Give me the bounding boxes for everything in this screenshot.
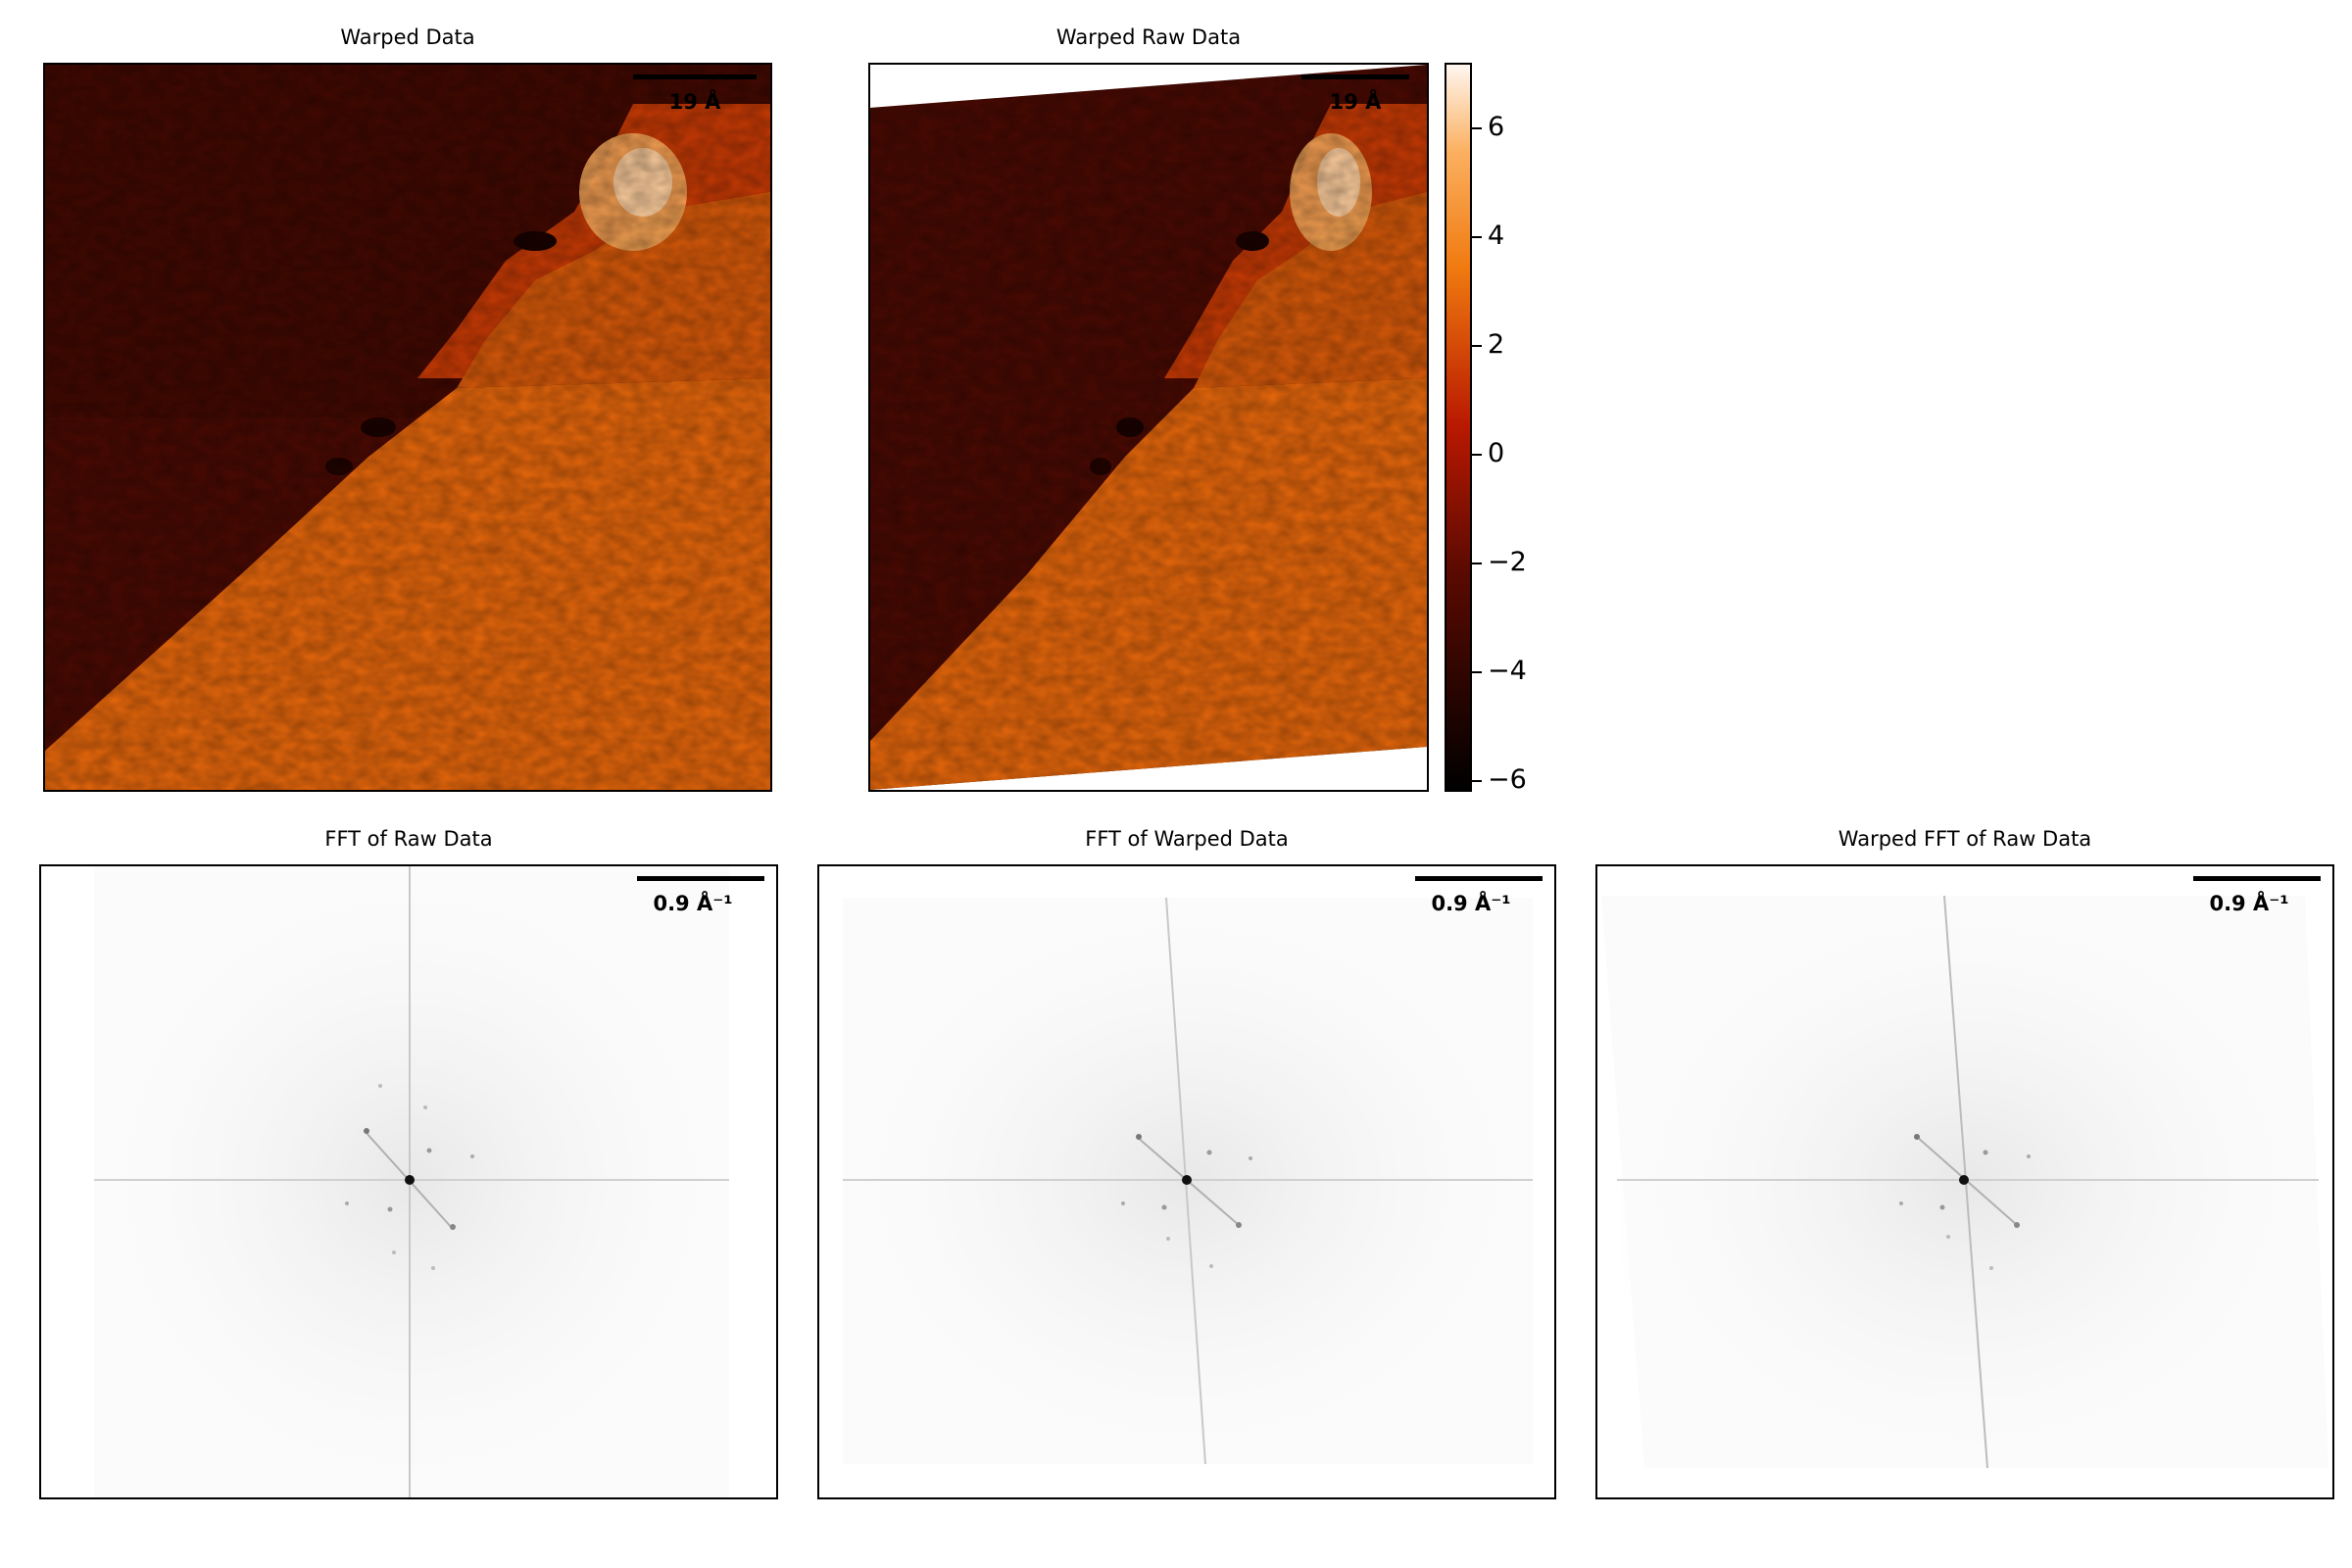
fft-warped-image xyxy=(843,897,1533,1465)
colorbar-tick xyxy=(1472,670,1482,673)
scale-bar-label: 0.9 Å⁻¹ xyxy=(2209,892,2289,915)
image-fft-warped: 0.9 Å⁻¹ xyxy=(817,864,1556,1499)
colorbar-tick xyxy=(1472,562,1482,564)
colorbar-tick-label: 6 xyxy=(1488,111,1505,142)
scale-bar xyxy=(2193,876,2321,881)
image-warped-data: 19 Å xyxy=(43,63,772,792)
colorbar-tick-label: −2 xyxy=(1488,546,1527,577)
image-warped-fft-raw: 0.9 Å⁻¹ xyxy=(1595,864,2334,1499)
warped-fft-raw-image xyxy=(1601,895,2328,1469)
panel-title-fft-raw: FFT of Raw Data xyxy=(324,827,493,851)
panel-title-warped-fft-raw: Warped FFT of Raw Data xyxy=(1838,827,2092,851)
colorbar-tick xyxy=(1472,453,1482,456)
colorbar-tick-label: 4 xyxy=(1488,220,1505,251)
warped-data-heatmap xyxy=(45,65,770,790)
colorbar-tick-label: −6 xyxy=(1488,763,1527,795)
scale-bar-label: 19 Å xyxy=(1329,90,1382,114)
colorbar-tick xyxy=(1472,126,1482,129)
scale-bar xyxy=(1415,876,1543,881)
colorbar-tick-label: 2 xyxy=(1488,328,1505,360)
scale-bar-label: 0.9 Å⁻¹ xyxy=(653,892,733,915)
colorbar-tick xyxy=(1472,344,1482,347)
panel-title-fft-warped: FFT of Warped Data xyxy=(1085,827,1289,851)
colorbar-tick-label: −4 xyxy=(1488,655,1527,686)
warped-raw-data-heatmap xyxy=(870,65,1427,790)
scale-bar xyxy=(637,876,764,881)
colorbar-gradient xyxy=(1445,63,1472,792)
image-fft-raw: 0.9 Å⁻¹ xyxy=(39,864,778,1499)
scale-bar-label: 19 Å xyxy=(668,90,721,114)
colorbar-tick xyxy=(1472,235,1482,238)
scale-bar xyxy=(1301,74,1409,79)
panel-title-warped-data: Warped Data xyxy=(340,25,475,49)
scale-bar-label: 0.9 Å⁻¹ xyxy=(1431,892,1511,915)
colorbar-tick-label: 0 xyxy=(1488,437,1505,468)
colorbar-tick xyxy=(1472,779,1482,782)
image-warped-raw-data: 19 Å xyxy=(868,63,1429,792)
scale-bar xyxy=(633,74,757,79)
panel-title-warped-raw-data: Warped Raw Data xyxy=(1055,25,1242,49)
fft-raw-image xyxy=(94,866,729,1497)
